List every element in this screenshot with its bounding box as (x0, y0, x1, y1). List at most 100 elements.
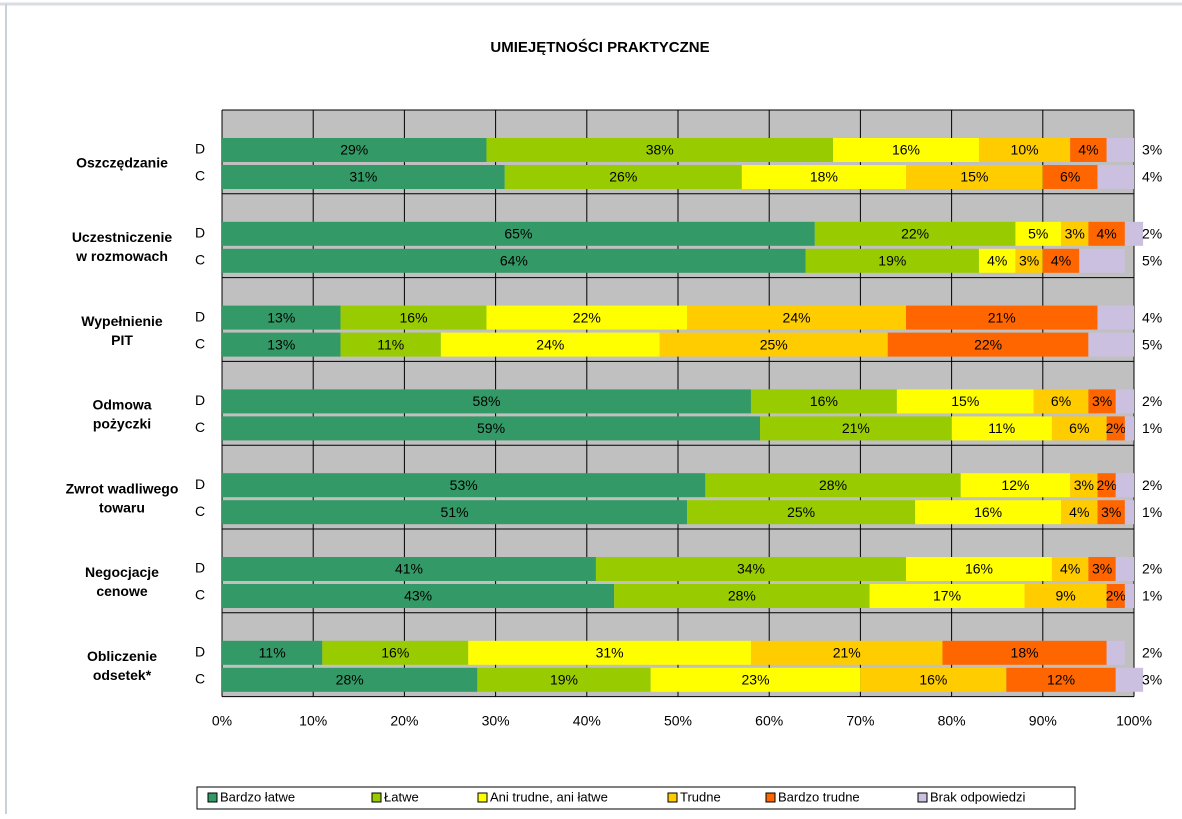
bar-segment (906, 557, 1052, 581)
data-label: 4% (1069, 504, 1089, 520)
group-label: cenowe (96, 583, 148, 599)
bar-segment (1051, 416, 1107, 441)
bar-segment (760, 416, 952, 441)
group-label: Negocjacje (85, 564, 159, 580)
bar-segment (906, 305, 1098, 330)
bar-segment (1051, 557, 1089, 581)
bar-segment (1070, 138, 1107, 162)
bar-segment (1015, 221, 1062, 246)
bar-segment (1106, 640, 1125, 665)
bar-segment (486, 305, 688, 330)
group-label: Odmowa (92, 397, 151, 413)
group-label: towaru (99, 499, 145, 515)
bar-segment (1106, 584, 1125, 608)
bar-segment (1015, 248, 1043, 273)
bar-segment (1124, 500, 1134, 525)
bar-segment (1070, 473, 1098, 498)
bar-segment (915, 500, 1062, 525)
bar-segment (222, 667, 478, 692)
bar-segment (322, 640, 469, 665)
row-label: D (195, 308, 205, 324)
data-label: 12% (1001, 477, 1029, 493)
bar-segment (860, 667, 1007, 692)
bar-segment (1097, 305, 1134, 330)
data-label: 19% (550, 672, 578, 688)
data-label: 28% (819, 477, 847, 493)
data-label: 16% (381, 645, 409, 661)
data-label: 18% (810, 169, 838, 185)
row-label: C (195, 335, 205, 351)
data-label: 26% (609, 169, 637, 185)
data-label: 4% (1051, 253, 1071, 269)
bar-segment (477, 667, 651, 692)
data-label: 31% (596, 645, 624, 661)
data-label: 11% (988, 420, 1015, 436)
data-label: 4% (1142, 169, 1162, 185)
bar-segment (614, 584, 870, 608)
data-label: 51% (441, 504, 469, 520)
data-label: 6% (1060, 169, 1080, 185)
row-label: D (195, 225, 205, 241)
data-label: 3% (1142, 672, 1162, 688)
bar-segment (951, 416, 1052, 441)
data-label: 16% (965, 561, 993, 577)
data-label: 22% (573, 309, 601, 325)
bar-segment (504, 165, 742, 189)
data-label: 3% (1092, 561, 1112, 577)
bar-segment (1088, 221, 1125, 246)
data-label: 19% (878, 253, 906, 269)
data-label: 3% (1142, 142, 1162, 158)
data-label: 25% (787, 504, 815, 520)
data-label: 9% (1055, 588, 1075, 604)
data-label: 58% (472, 393, 500, 409)
data-label: 23% (742, 672, 770, 688)
legend-swatch (477, 792, 488, 803)
data-label: 16% (974, 504, 1002, 520)
data-label: 6% (1051, 393, 1071, 409)
data-label: 16% (892, 142, 920, 158)
bar-segment (1124, 221, 1144, 246)
bar-segment (1042, 165, 1098, 189)
bar-segment (222, 640, 323, 665)
data-label: 4% (987, 253, 1007, 269)
bar-segment (960, 473, 1071, 498)
data-label: 28% (336, 672, 364, 688)
bar-segment (705, 473, 961, 498)
row-label: D (195, 644, 205, 660)
chart-title: UMIEJĘTNOŚCI PRAKTYCZNE (490, 38, 709, 56)
row-label: C (195, 168, 205, 184)
group-label: Uczestniczenie (72, 229, 173, 245)
data-label: 2% (1106, 588, 1126, 604)
bar-segment (1097, 473, 1116, 498)
data-label: 1% (1142, 420, 1162, 436)
data-label: 34% (737, 561, 765, 577)
bar-segment (1097, 500, 1125, 525)
data-label: 10% (1011, 142, 1039, 158)
group-label: odsetek* (93, 667, 152, 683)
legend-label: Brak odpowiedzi (930, 789, 1025, 804)
row-label: D (195, 476, 205, 492)
data-label: 2% (1142, 226, 1162, 242)
x-tick-label: 70% (846, 712, 874, 728)
data-label: 2% (1142, 477, 1162, 493)
data-label: 4% (1060, 561, 1080, 577)
bar-segment (222, 332, 341, 357)
bar-segment (440, 332, 660, 357)
bar-segment (222, 389, 751, 414)
data-label: 22% (901, 226, 929, 242)
data-label: 3% (1074, 477, 1094, 493)
bar-segment (1088, 389, 1116, 414)
data-label: 65% (504, 226, 532, 242)
data-label: 2% (1142, 393, 1162, 409)
bar-segment (687, 305, 906, 330)
data-label: 21% (988, 309, 1016, 325)
bar-segment (1033, 389, 1089, 414)
data-label: 41% (395, 561, 423, 577)
legend-swatch (371, 792, 382, 803)
legend-label: Ani trudne, ani łatwe (490, 789, 608, 804)
bar-segment (222, 221, 815, 246)
data-label: 5% (1142, 336, 1162, 352)
bar-segment (1106, 416, 1125, 441)
legend-swatch (917, 792, 928, 803)
